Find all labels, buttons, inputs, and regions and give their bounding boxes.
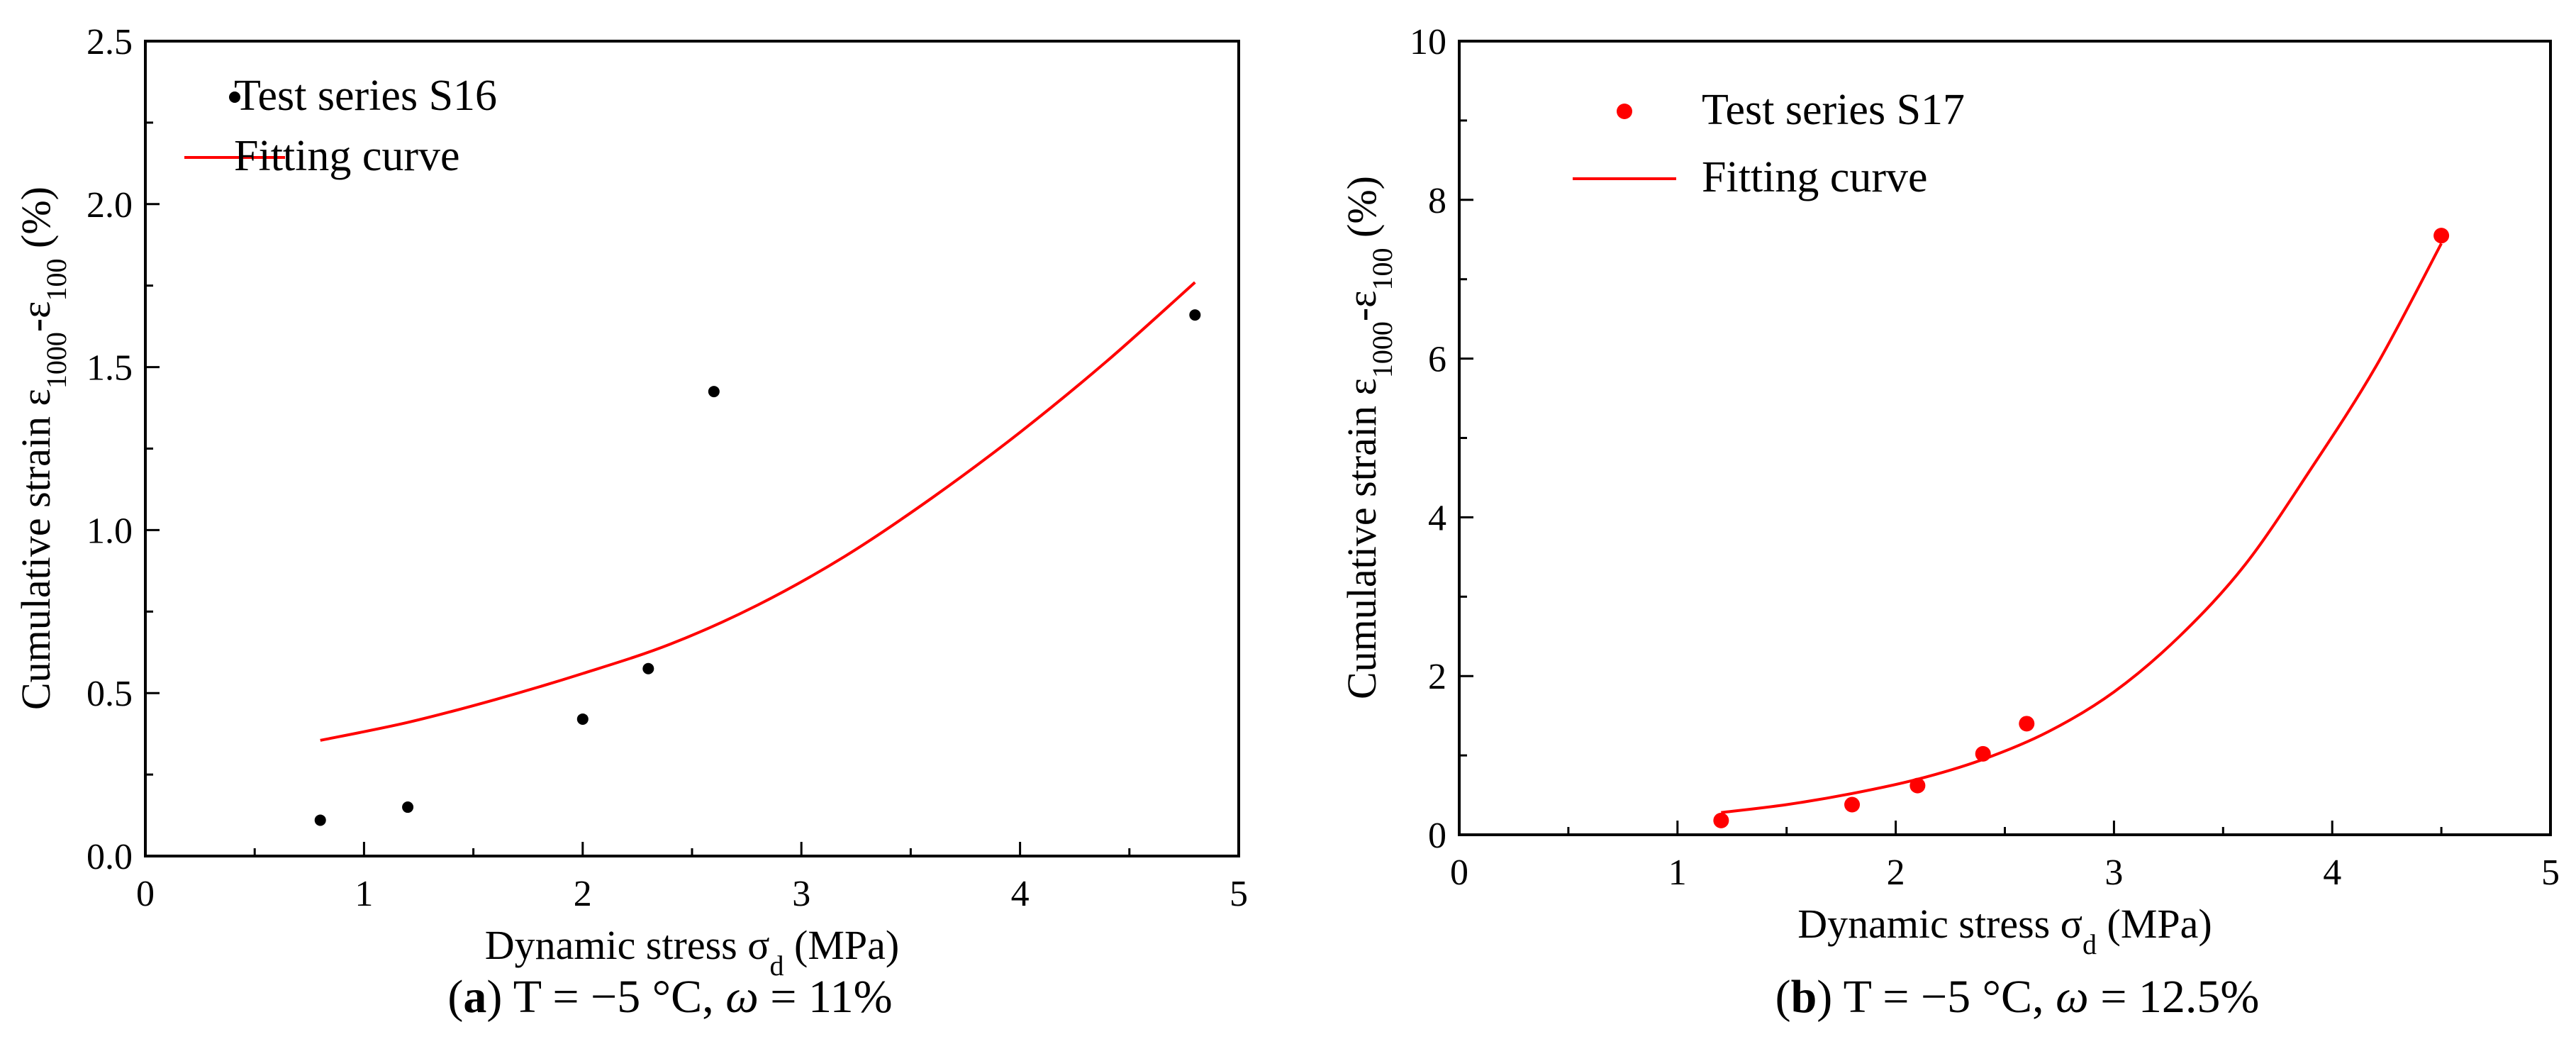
x-tick-label-a: 3	[792, 874, 810, 914]
legend-marker-b	[1617, 104, 1632, 119]
y-tick-label-a: 1.5	[87, 348, 133, 389]
y-axis-label-a: Cumulative strain ε1000-ε100 (%)	[13, 187, 72, 710]
y-tick-label-a: 1.0	[87, 511, 133, 551]
data-point-a	[708, 386, 720, 398]
plot-frame-b	[1458, 40, 2552, 836]
caption-a: (a) T = −5 °C, ω = 11%	[447, 971, 893, 1023]
legend-marker-a	[229, 91, 240, 103]
x-tick-label-b: 0	[1450, 853, 1468, 893]
y-tick-label-a: 0.0	[87, 837, 133, 877]
y-tick-label-b: 2	[1428, 657, 1446, 697]
caption-b: (b) T = −5 °C, ω = 12.5%	[1775, 971, 2260, 1023]
y-tick-label-a: 2.0	[87, 185, 133, 226]
x-tick-label-a: 2	[574, 874, 592, 914]
data-point-a	[576, 713, 589, 725]
data-point-a	[314, 814, 326, 826]
x-axis-label-a: Dynamic stress σd (MPa)	[485, 922, 899, 982]
data-point-b	[2019, 716, 2035, 732]
legend-label-points-a: Test series S16	[234, 72, 497, 120]
x-tick-label-a: 5	[1230, 874, 1248, 914]
x-tick-label-b: 1	[1668, 853, 1687, 893]
x-tick-label-b: 5	[2541, 853, 2560, 893]
y-tick-label-a: 0.5	[87, 674, 133, 714]
x-tick-label-b: 4	[2323, 853, 2341, 893]
x-tick-label-b: 3	[2104, 853, 2123, 893]
y-tick-label-b: 8	[1428, 181, 1446, 221]
fitting-curve-b	[1721, 243, 2443, 814]
y-tick-label-b: 6	[1428, 340, 1446, 380]
y-tick-label-b: 0	[1428, 816, 1446, 856]
x-tick-label-a: 0	[136, 874, 155, 914]
data-point-a	[642, 662, 654, 674]
y-tick-label-b: 10	[1410, 22, 1446, 62]
data-point-b	[1713, 812, 1729, 828]
data-point-b	[1844, 796, 1861, 813]
chart-b: 0 1 2 3 4 5 0 2 4 6 8 10 Dynamic stress σd (MPa) Cumu…	[1339, 22, 2560, 960]
legend-label-curve-b: Fitting curve	[1702, 153, 1928, 201]
fitting-curve-a	[320, 281, 1196, 742]
y-tick-label-a: 2.5	[87, 22, 133, 62]
x-tick-label-b: 2	[1887, 853, 1905, 893]
data-point-b	[2433, 228, 2450, 244]
chart-a: 0 1 2 3 4 5 0.0 0.5 1.0 1.5 2.0 2.5 Dynamic stress σ…	[13, 22, 1248, 982]
x-tick-label-a: 1	[355, 874, 373, 914]
legend-label-points-b: Test series S17	[1702, 86, 1965, 134]
data-point-a	[402, 801, 414, 813]
x-tick-label-a: 4	[1011, 874, 1030, 914]
legend-label-curve-a: Fitting curve	[234, 132, 460, 180]
y-tick-label-b: 4	[1428, 498, 1446, 538]
x-axis-label-b: Dynamic stress σd (MPa)	[1797, 901, 2212, 960]
data-point-a	[1189, 309, 1201, 321]
y-axis-label-b: Cumulative strain ε1000-ε100 (%)	[1339, 176, 1398, 699]
